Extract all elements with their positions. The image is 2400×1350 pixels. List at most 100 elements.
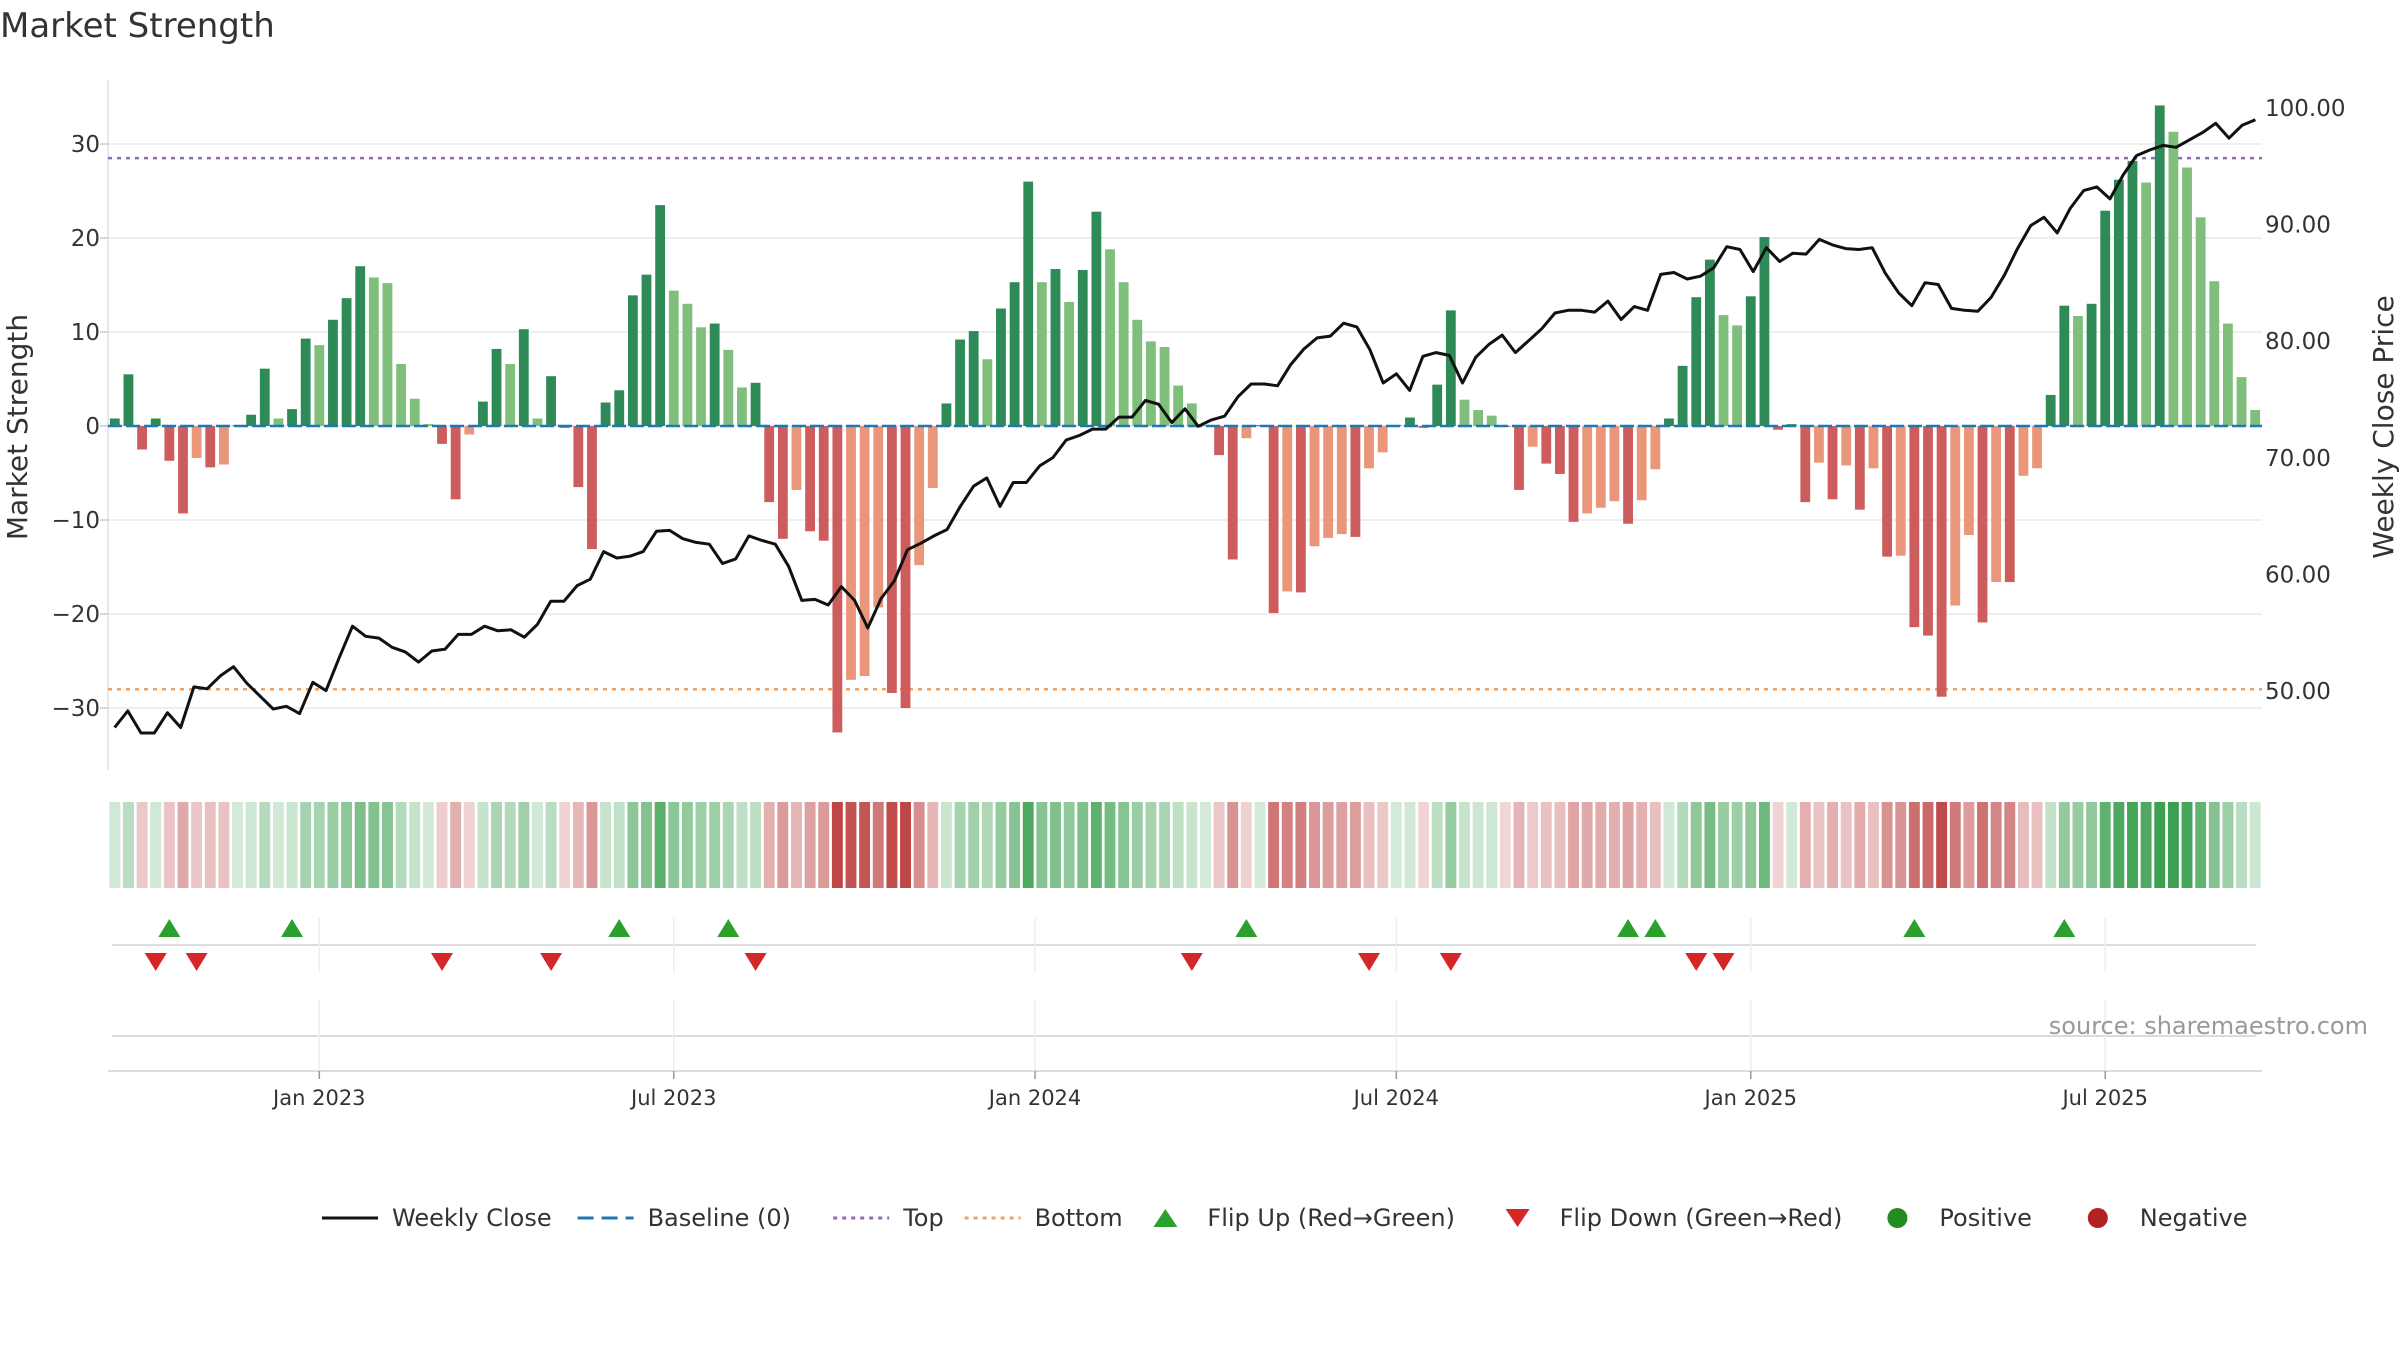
heat-cell: [613, 802, 625, 888]
heat-cell: [395, 802, 407, 888]
heat-cell: [736, 802, 748, 888]
heat-cell: [1377, 802, 1389, 888]
strength-bar: [1295, 426, 1306, 593]
strength-bar: [1268, 426, 1279, 614]
strength-bar: [655, 205, 666, 426]
strength-bar: [518, 329, 529, 426]
heat-cell: [122, 802, 134, 888]
strength-bar: [1350, 426, 1361, 537]
strength-bar: [532, 418, 543, 426]
strength-bar: [955, 339, 965, 426]
strength-bar: [573, 426, 584, 488]
right-axis-title: Weekly Close Price: [2367, 295, 2400, 558]
strength-bar: [982, 359, 993, 426]
heat-cell: [382, 802, 393, 888]
strength-bar: [2113, 179, 2124, 426]
heat-cell: [300, 802, 312, 888]
strength-bar: [873, 426, 884, 608]
flip-markers: [112, 918, 2256, 972]
strength-bar: [2223, 323, 2233, 426]
strength-bar: [900, 426, 911, 708]
flip-up-icon: [1153, 1209, 1178, 1227]
flip-up-marker: [608, 919, 631, 937]
strength-bar: [178, 426, 188, 514]
heat-cell: [1090, 802, 1102, 888]
strength-bar: [1377, 426, 1388, 453]
heat-cell: [1786, 802, 1798, 888]
heat-cell: [545, 802, 557, 888]
flip-down-marker: [1712, 953, 1735, 971]
strength-bar: [2127, 160, 2138, 427]
legend-label: Flip Up (Red→Green): [1207, 1204, 1455, 1232]
heat-cell: [845, 802, 857, 888]
strength-bar: [1364, 426, 1374, 469]
heat-cell: [681, 802, 693, 888]
heat-cell: [1895, 802, 1907, 888]
heat-cell: [1036, 802, 1048, 888]
heat-cell: [341, 802, 353, 888]
strength-bar: [587, 426, 597, 550]
flip-up-marker: [2053, 919, 2076, 937]
flip-down-marker: [1358, 953, 1381, 971]
strength-bar: [2250, 410, 2261, 426]
strength-bar: [1950, 426, 1961, 606]
strength-bar: [777, 426, 788, 539]
heat-cell: [1281, 802, 1293, 888]
strength-bar: [355, 266, 366, 426]
legend-label: Weekly Close: [392, 1204, 552, 1232]
legend-item: Positive: [1887, 1204, 2032, 1232]
heat-cell: [1622, 802, 1634, 888]
heat-cell: [286, 802, 298, 888]
strength-bar: [1650, 426, 1661, 470]
right-tick-label: 80.00: [2265, 329, 2331, 355]
legend-dot-icon: [2087, 1208, 2108, 1228]
legend: Weekly Close Baseline (0) Top Bottom Flip Up…: [322, 1204, 2248, 1232]
strength-bar: [1936, 426, 1947, 697]
heat-cell: [1199, 802, 1211, 888]
strength-bar: [1309, 426, 1320, 547]
heat-cell: [831, 802, 843, 888]
strength-bar: [205, 426, 216, 468]
heat-cell: [2031, 802, 2043, 888]
strength-bar: [1623, 426, 1633, 524]
strength-bar: [914, 426, 925, 566]
heat-cell: [791, 802, 802, 888]
heat-cell: [313, 802, 325, 888]
strength-bar: [1241, 426, 1252, 439]
heat-cell: [1977, 802, 1988, 888]
legend-item: Flip Down (Green→Red): [1505, 1204, 1842, 1232]
heat-cell: [1404, 802, 1416, 888]
strength-bar: [300, 338, 311, 426]
strength-bar: [1773, 426, 1783, 430]
heat-cell: [2113, 802, 2125, 888]
heat-cell: [1431, 802, 1443, 888]
left-tick-label: −20: [51, 602, 100, 628]
strength-bar: [1473, 410, 1484, 426]
strength-bar: [764, 426, 775, 503]
legend-label: Negative: [2140, 1204, 2248, 1232]
heat-cell: [1608, 802, 1620, 888]
strength-bar: [805, 426, 816, 532]
heat-cell: [1172, 802, 1184, 888]
heat-cell: [1186, 802, 1198, 888]
heat-cell: [1595, 802, 1607, 888]
heat-cell: [491, 802, 502, 888]
strength-bar: [2086, 303, 2097, 426]
heat-cell: [777, 802, 789, 888]
strength-bar: [1704, 259, 1715, 426]
heat-cell: [695, 802, 707, 888]
left-tick-label: 0: [85, 414, 100, 440]
right-tick-label: 70.00: [2265, 446, 2331, 472]
heat-cell: [1718, 802, 1729, 888]
flip-up-marker: [1644, 919, 1667, 937]
strength-bar: [614, 390, 625, 426]
flip-down-marker: [744, 953, 767, 971]
strength-bar: [314, 345, 325, 426]
heat-cell: [436, 802, 448, 888]
heat-cell: [1349, 802, 1361, 888]
heat-cell: [940, 802, 952, 888]
flip-down-marker: [1439, 953, 1462, 971]
heat-cell: [109, 802, 121, 888]
flip-up-marker: [1235, 919, 1258, 937]
strength-bar: [341, 298, 352, 426]
